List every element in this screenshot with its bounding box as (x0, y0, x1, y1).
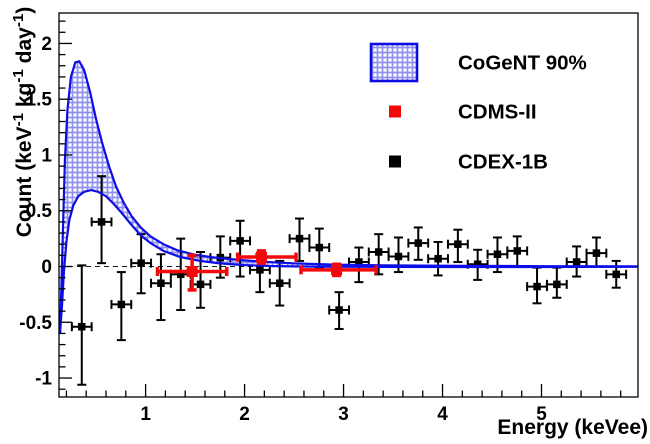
legend-cdex-swatch (389, 155, 401, 168)
cdex-marker (513, 247, 522, 255)
cdex-marker (374, 248, 383, 256)
cdex-series (70, 175, 628, 386)
cdex-point (90, 175, 113, 265)
cdex-marker (176, 270, 185, 279)
legend-cdms-swatch (389, 105, 401, 118)
cdex-marker (612, 270, 620, 279)
x-tick-label: 2 (239, 404, 250, 425)
cdms-marker (255, 251, 267, 263)
cdex-point (229, 219, 252, 278)
x-axis-title: Energy (keVee) (497, 416, 648, 439)
x-tick-label: 5 (536, 404, 547, 425)
cdex-marker (394, 252, 403, 261)
cdms-point (155, 253, 229, 292)
cdex-marker (493, 250, 502, 258)
cdex-marker (256, 266, 264, 274)
cdex-point (110, 271, 133, 342)
legend: CoGeNT 90% CDMS-II CDEX-1B (369, 42, 587, 174)
cdex-point (605, 259, 628, 289)
cdex-point (150, 253, 172, 322)
legend-label-cdms-ii: CDMS-II (458, 101, 537, 124)
legend-label-cdex-1b: CDEX-1B (458, 151, 548, 174)
x-tick-label: 3 (338, 404, 349, 425)
legend-label-cogent-90-: CoGeNT 90% (458, 52, 587, 75)
cdex-marker (295, 234, 304, 243)
y-tick-label: 0.5 (26, 201, 53, 222)
y-tick-label: -1 (35, 369, 52, 390)
cdms-point (299, 262, 378, 278)
y-tick-label: 1.5 (26, 90, 53, 111)
cdex-marker (355, 258, 363, 266)
axis-frame (58, 12, 639, 398)
cdex-point (427, 240, 449, 277)
cdex-marker (315, 243, 324, 252)
cdex-marker (236, 237, 244, 245)
cdex-marker (335, 306, 343, 314)
cdex-point (585, 236, 608, 268)
y-tick-label: 1 (41, 145, 52, 166)
cdex-point (328, 291, 350, 330)
cdex-marker (137, 259, 145, 267)
cdms-marker (331, 264, 343, 276)
legend-cogent-swatch (369, 42, 419, 83)
cdex-point (446, 228, 469, 264)
cdex-point (387, 236, 410, 274)
cdex-point (268, 259, 291, 307)
cdex-point (70, 264, 93, 386)
y-tick-label: 0 (41, 257, 52, 278)
cdex-marker (117, 300, 126, 309)
cdex-point (545, 266, 568, 299)
cogent-upper-curve (58, 60, 639, 334)
cdex-marker (157, 279, 165, 287)
cdex-marker (97, 218, 106, 226)
cdex-marker (78, 322, 86, 331)
cdms-point (235, 249, 298, 265)
cogent-band-fill (60, 61, 638, 334)
y-axis-title: Count (keV-1 kg-1 day-1) (10, 7, 36, 238)
cdex-point (288, 217, 311, 262)
cdex-marker (533, 282, 541, 291)
cdex-marker (454, 240, 462, 248)
cdex-marker (414, 239, 423, 247)
cdms-series (155, 249, 378, 292)
cdex-point (526, 266, 548, 305)
x-tick-label: 1 (140, 404, 151, 425)
y-tick-label: 2 (41, 34, 52, 55)
cdex-point (407, 226, 430, 261)
cdex-point (506, 235, 529, 268)
cdms-marker (186, 266, 198, 278)
cdex-marker (434, 254, 442, 263)
cdex-marker (592, 249, 601, 257)
x-tick-label: 4 (437, 404, 448, 425)
cdex-marker (196, 280, 205, 289)
cdex-marker (572, 258, 581, 266)
cdex-marker (473, 260, 482, 269)
cdex-marker (275, 279, 284, 287)
cdex-point (565, 245, 588, 278)
cdex-point (308, 227, 331, 269)
cdex-point (130, 233, 153, 295)
cdex-marker (553, 280, 561, 289)
axes-ticks: 1 2 3 4 5 -1 -0.5 0 0.5 1 1.5 2 (19, 20, 622, 425)
y-tick-label: -0.5 (19, 313, 52, 334)
